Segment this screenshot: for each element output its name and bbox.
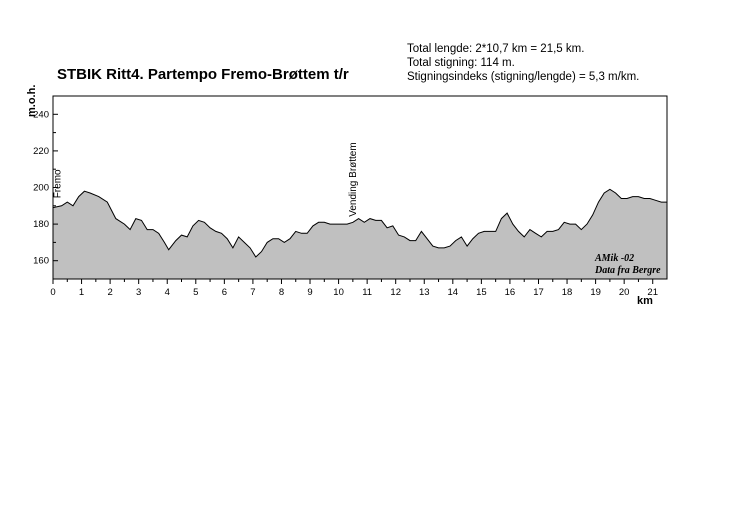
x-tick-label: 8: [279, 287, 284, 298]
credit-author: AMik -02: [594, 253, 634, 264]
x-tick-label: 21: [647, 287, 658, 298]
y-tick-label: 200: [33, 183, 49, 194]
annotation-vending-brottem: Vending Brøttem: [348, 142, 359, 216]
elevation-area: [53, 189, 667, 279]
x-tick-label: 20: [619, 287, 630, 298]
x-tick-label: 5: [193, 287, 198, 298]
y-ticks: 160 180 200 220 240: [33, 95, 58, 280]
info-line-length: Total lengde: 2*10,7 km = 21,5 km.: [407, 43, 584, 55]
y-tick-label: 220: [33, 146, 49, 157]
x-tick-label: 1: [79, 287, 84, 298]
x-tick-label: 18: [562, 287, 573, 298]
chart-title: STBIK Ritt4. Partempo Fremo-Brøttem t/r: [57, 66, 349, 83]
y-tick-label: 160: [33, 256, 49, 267]
x-tick-label: 16: [505, 287, 516, 298]
info-line-index: Stigningsindeks (stigning/lengde) = 5,3 …: [407, 71, 639, 83]
elevation-line: [52, 188, 667, 258]
x-tick-label: 7: [250, 287, 255, 298]
x-tick-label: 11: [362, 287, 372, 298]
x-tick-label: 9: [307, 287, 312, 298]
y-axis-label: m.o.h.: [26, 85, 38, 117]
info-line-climb: Total stigning: 114 m.: [407, 57, 515, 69]
x-tick-label: 6: [222, 287, 227, 298]
x-tick-label: 19: [590, 287, 601, 298]
x-tick-label: 10: [333, 287, 344, 298]
x-tick-label: 13: [419, 287, 430, 298]
x-ticks: 0 1 2 3 4 5 6 7 8 9 10 11 12 13 14 15 16 17 18 19 20 21: [50, 279, 658, 298]
credit-source: Data fra Bergre: [594, 265, 661, 276]
x-tick-label: 17: [533, 287, 544, 298]
x-tick-label: 12: [390, 287, 401, 298]
y-tick-label: 240: [33, 109, 49, 120]
annotation-fremo: Fremo: [53, 169, 64, 198]
x-tick-label: 3: [136, 287, 141, 298]
x-tick-label: 2: [107, 287, 112, 298]
x-tick-label: 4: [165, 287, 170, 298]
x-tick-label: 14: [448, 287, 459, 298]
x-tick-label: 0: [50, 287, 55, 298]
x-tick-label: 15: [476, 287, 487, 298]
x-axis-label: km: [637, 295, 653, 307]
y-tick-label: 180: [33, 219, 49, 230]
